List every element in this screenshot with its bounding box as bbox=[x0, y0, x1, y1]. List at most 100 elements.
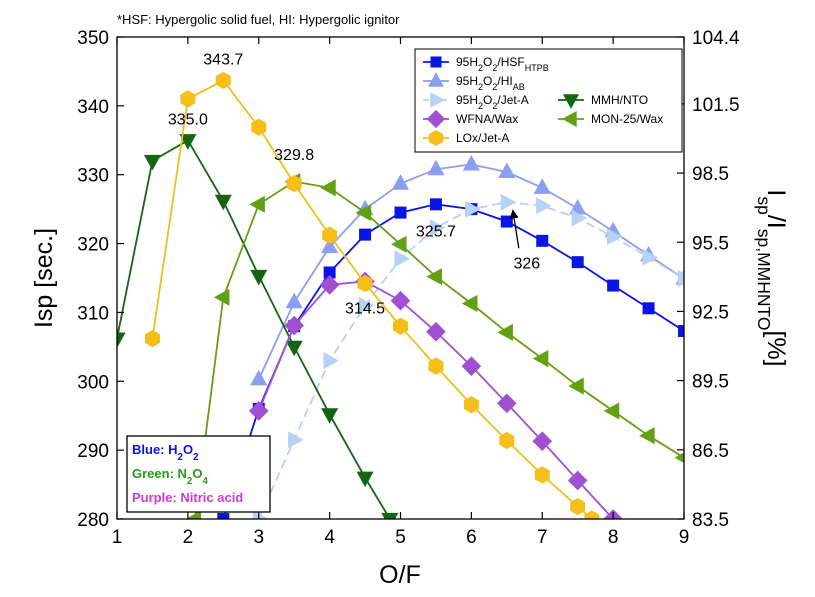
color-key-entry: Blue: H2O2 bbox=[132, 442, 199, 463]
x-tick-label: 4 bbox=[324, 527, 335, 548]
legend-label-part: 2 bbox=[492, 63, 497, 73]
legend-marker bbox=[429, 129, 443, 147]
data-point-lox-jeta bbox=[584, 510, 600, 519]
x-tick-label: 8 bbox=[608, 527, 619, 548]
color-key-entry-part: 2 bbox=[193, 452, 199, 463]
y2-tick-label: 89.5 bbox=[692, 372, 729, 393]
legend-marker bbox=[428, 72, 444, 87]
data-point-lox-jeta bbox=[499, 431, 515, 450]
data-point-h2o2-jeta bbox=[677, 270, 684, 288]
data-point-h2o2-hsf bbox=[642, 302, 655, 315]
color-key-entry-part: Blue: H bbox=[132, 442, 178, 457]
series-h2o2-jeta bbox=[252, 193, 684, 519]
y2-tick-label: 95.5 bbox=[692, 233, 729, 254]
data-point-lox-jeta bbox=[393, 317, 408, 335]
data-point-lox-jeta bbox=[215, 71, 231, 90]
data-point-lox-jeta bbox=[357, 274, 373, 293]
data-point-h2o2-hsf bbox=[359, 228, 372, 241]
legend-label: WFNA/Wax bbox=[456, 112, 518, 126]
right-y-axis-label: Isp/Isp,MMHNTO[%] bbox=[754, 189, 790, 366]
data-point-h2o2-jeta bbox=[607, 228, 623, 246]
data-point-wfna-wax bbox=[248, 401, 269, 421]
data-point-h2o2-hsf bbox=[607, 279, 620, 292]
data-point-lox-jeta bbox=[428, 357, 444, 375]
data-label: 335.0 bbox=[168, 111, 208, 128]
legend-label-part: 2 bbox=[492, 82, 497, 92]
data-point-h2o2-hi bbox=[285, 292, 303, 309]
data-point-h2o2-jeta bbox=[500, 193, 517, 211]
series-wfna-wax bbox=[248, 271, 623, 519]
data-point-h2o2-hi bbox=[533, 178, 551, 194]
x-tick-label: 9 bbox=[679, 527, 690, 548]
y-axis-label: Isp [sec.] bbox=[30, 228, 58, 328]
legend-label-part: 95H bbox=[456, 93, 478, 107]
y-tick-label: 330 bbox=[77, 166, 109, 187]
y2-tick-label: 86.5 bbox=[692, 441, 729, 462]
legend-label-part: 2 bbox=[492, 101, 497, 111]
data-point-mmh-nto bbox=[143, 154, 161, 171]
y-tick-label: 340 bbox=[77, 97, 109, 118]
data-point-lox-jeta bbox=[570, 497, 586, 516]
data-point-mon25-wax bbox=[355, 204, 372, 222]
color-key-entry: Purple: Nitric acid bbox=[132, 490, 243, 505]
legend-item-h2o2-jeta: 95H2O2/Jet-A bbox=[423, 92, 529, 111]
color-key-entry-part: Green: N bbox=[132, 466, 187, 481]
x-tick-label: 1 bbox=[112, 527, 123, 548]
data-label: 329.8 bbox=[274, 147, 314, 164]
data-point-mmh-nto bbox=[214, 194, 232, 211]
legend-label-part: O bbox=[483, 55, 492, 69]
y2-tick-label: 104.4 bbox=[692, 28, 740, 49]
data-point-mon25-wax bbox=[674, 452, 684, 463]
legend-label-part: MON-25/Wax bbox=[591, 112, 663, 126]
right-y-axis-label-part: sp,MMHNTO bbox=[754, 229, 774, 331]
data-point-mmh-nto bbox=[356, 471, 374, 488]
data-point-lox-jeta bbox=[534, 466, 550, 484]
legend-marker bbox=[430, 92, 445, 108]
data-point-h2o2-hsf bbox=[678, 325, 684, 338]
right-y-axis-label-part: /I bbox=[762, 215, 790, 229]
legend-label-part: HTPB bbox=[525, 63, 549, 73]
data-point-h2o2-jeta bbox=[429, 219, 446, 237]
legend-label: MMH/NTO bbox=[591, 93, 648, 107]
data-point-h2o2-hi bbox=[498, 162, 516, 179]
data-point-mon25-wax bbox=[532, 350, 549, 368]
data-point-mon25-wax bbox=[320, 179, 336, 197]
legend-label: 95H2O2/Jet-A bbox=[456, 93, 529, 111]
data-point-lox-jeta bbox=[251, 118, 267, 136]
data-point-h2o2-hi bbox=[250, 369, 268, 386]
data-point-mon25-wax bbox=[185, 510, 202, 519]
data-point-h2o2-hi bbox=[427, 159, 445, 176]
x-axis-label: O/F bbox=[379, 561, 421, 589]
data-point-mon25-wax bbox=[426, 268, 443, 286]
data-point-mon25-wax bbox=[213, 288, 230, 306]
y2-tick-label: 98.5 bbox=[692, 164, 729, 185]
data-point-wfna-wax bbox=[567, 470, 588, 491]
legend-label: LOx/Jet-A bbox=[456, 131, 509, 145]
legend-item-lox-jeta: LOx/Jet-A bbox=[423, 129, 509, 147]
data-label: 325.7 bbox=[416, 223, 456, 240]
legend-item-h2o2-hi: 95H2O2/HIAB bbox=[423, 72, 525, 92]
y2-tick-label: 92.5 bbox=[692, 302, 729, 323]
legend-label-part: 2 bbox=[478, 82, 483, 92]
data-point-h2o2-hi bbox=[391, 174, 410, 190]
legend-label: MON-25/Wax bbox=[591, 112, 663, 126]
right-y-axis-label-part: I bbox=[762, 189, 790, 196]
data-point-lox-jeta bbox=[144, 329, 160, 348]
legend-label-part: /HSF bbox=[497, 55, 524, 69]
data-point-mon25-wax bbox=[391, 235, 407, 253]
right-y-axis-label-part: sp bbox=[754, 196, 774, 214]
color-key-entry-part: Purple: Nitric acid bbox=[132, 490, 243, 505]
data-point-h2o2-hsf bbox=[500, 215, 513, 228]
data-point-wfna-wax bbox=[497, 393, 517, 414]
data-point-mon25-wax bbox=[603, 402, 620, 420]
data-point-h2o2-jeta bbox=[394, 250, 410, 268]
series-lox-jeta bbox=[144, 71, 600, 519]
series-line-lox-jeta bbox=[151, 79, 593, 519]
data-point-h2o2-jeta bbox=[358, 296, 375, 315]
data-point-wfna-wax bbox=[390, 290, 411, 311]
data-point-lox-jeta bbox=[180, 90, 196, 108]
legend-marker bbox=[563, 94, 579, 109]
data-point-lox-jeta bbox=[463, 396, 479, 414]
